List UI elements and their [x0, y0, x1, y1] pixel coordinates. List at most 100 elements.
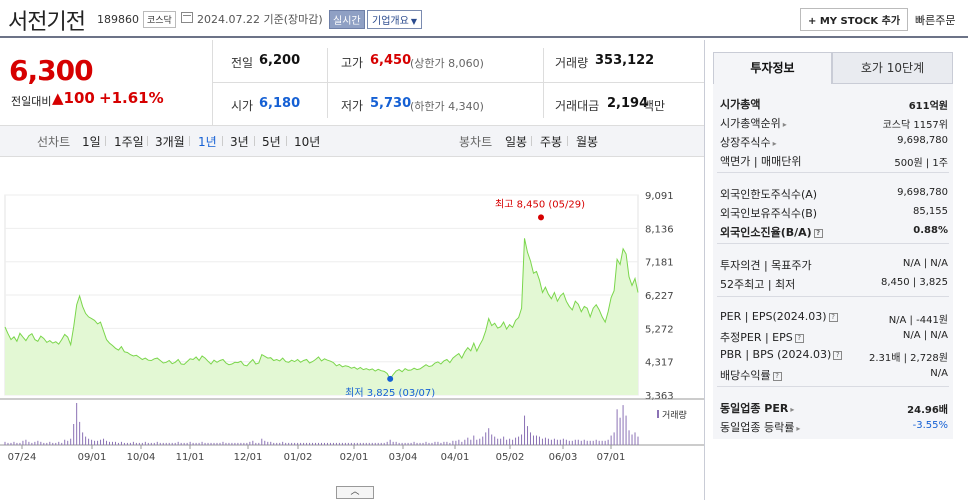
tab-monthly[interactable]: 월봉	[576, 135, 599, 149]
help-icon[interactable]: ?	[813, 228, 823, 238]
high-marker	[538, 214, 544, 221]
y-tick-label: 5,272	[645, 324, 674, 335]
volume-bar	[141, 442, 143, 445]
volume-bar	[171, 442, 173, 445]
volume-bar	[455, 440, 457, 445]
volume-bar	[607, 439, 609, 445]
volume-bar	[580, 440, 582, 445]
tab-separator	[531, 136, 532, 146]
chevron-right-icon[interactable]: ▸	[796, 424, 801, 433]
volume-bar	[297, 442, 299, 445]
volume-bar	[106, 440, 108, 445]
add-mystock-button[interactable]: + MY STOCK 추가	[800, 8, 909, 31]
volume-bar	[55, 442, 57, 445]
tab-weekly[interactable]: 주봉	[540, 135, 563, 149]
tab-1w[interactable]: 1주일	[114, 135, 144, 149]
volume-bar	[132, 441, 134, 445]
info-value: 0.88%	[913, 225, 948, 236]
y-tick-label: 3,363	[645, 391, 674, 402]
volume-bar	[192, 442, 194, 445]
volume-bar	[318, 442, 320, 445]
high-annotation: 최고 8,450 (05/29)	[495, 198, 585, 210]
tab-investment-info[interactable]: 투자정보	[713, 52, 832, 84]
volume-bar	[595, 439, 597, 445]
volume-bar	[521, 434, 523, 445]
info-key: 투자의견 | 목표주가	[720, 257, 812, 273]
collapse-toggle-button[interactable]: ︿	[336, 486, 374, 499]
volume-bar	[156, 441, 158, 445]
tab-5y[interactable]: 5년	[262, 135, 281, 149]
y-tick-label: 7,181	[645, 258, 674, 269]
price-chart[interactable]: 9,091 8,136 7,181 6,227 5,272 4,317 3,363 최고 8…	[0, 160, 704, 486]
help-icon[interactable]: ?	[772, 371, 782, 381]
volume-bar	[204, 442, 206, 445]
volume-bar	[276, 442, 278, 445]
volume-bar	[321, 442, 322, 445]
volume-bar	[10, 442, 12, 445]
volume-bar	[500, 438, 502, 445]
tab-3m[interactable]: 3개월	[155, 135, 185, 149]
help-icon[interactable]: ?	[794, 333, 804, 343]
volume-bar	[103, 438, 105, 445]
y-tick-label: 9,091	[645, 191, 674, 202]
volume-bar	[380, 442, 382, 445]
volume-bar	[565, 439, 567, 445]
volume-bar	[249, 441, 251, 445]
price-area-fill	[5, 238, 638, 395]
company-info-dropdown[interactable]: 기업개요 ▼	[367, 10, 422, 29]
volume-bar	[162, 442, 164, 445]
volume-bar	[25, 439, 27, 445]
volume-bar	[506, 439, 508, 445]
volume-label: 거래량	[555, 56, 589, 70]
info-key-text: 상장주식수	[720, 136, 771, 149]
volume-bar	[473, 435, 475, 445]
realtime-button[interactable]: 실시간	[329, 10, 365, 29]
volume-bar	[410, 442, 412, 445]
tab-daily[interactable]: 일봉	[505, 135, 528, 149]
candle-chart-label: 봉차트	[459, 135, 493, 149]
volume-bar	[449, 442, 451, 445]
up-arrow-icon: ▲	[52, 89, 64, 107]
quick-order-link[interactable]: 빠른주문	[915, 14, 956, 27]
volume-bar	[437, 441, 439, 445]
volume-bar	[79, 421, 81, 445]
info-key: 추정PER | EPS?	[720, 329, 804, 345]
tab-1d[interactable]: 1일	[82, 135, 101, 149]
calendar-icon	[181, 12, 193, 23]
volume-bar	[494, 436, 496, 445]
help-icon[interactable]: ?	[833, 350, 843, 360]
info-value: N/A | -441원	[888, 315, 948, 326]
chevron-right-icon[interactable]: ▸	[790, 405, 795, 414]
tab-10y[interactable]: 10년	[294, 135, 321, 149]
volume-bar	[159, 442, 161, 445]
volume-bar	[282, 441, 284, 445]
line-chart-label: 선차트	[37, 135, 71, 149]
open-label: 시가	[231, 99, 254, 113]
x-tick-label: 05/02	[496, 452, 525, 463]
y-tick-label: 4,317	[645, 358, 674, 369]
stock-name: 서전기전	[8, 10, 86, 35]
tab-separator	[286, 136, 287, 146]
volume-bar	[365, 442, 367, 445]
info-value: 2.31배 | 2,728원	[868, 353, 948, 364]
volume-bar	[43, 442, 45, 445]
amount-value: 2,194	[607, 96, 649, 111]
volume-bar	[252, 440, 254, 445]
tab-1y[interactable]: 1년	[198, 135, 217, 149]
volume-bar	[13, 441, 15, 445]
high-value: 6,450	[370, 53, 412, 68]
help-icon[interactable]: ?	[828, 312, 838, 322]
panel-separator	[717, 243, 949, 244]
volume-bar	[383, 442, 385, 445]
chevron-right-icon[interactable]: ▸	[772, 139, 777, 148]
volume-bar	[303, 442, 305, 445]
volume-bar	[386, 441, 388, 445]
info-key: 상장주식수 ▸	[720, 134, 777, 150]
tab-orderbook-10[interactable]: 호가 10단계	[832, 52, 953, 84]
volume-bar	[604, 440, 606, 445]
volume-bar	[338, 442, 340, 445]
chevron-right-icon[interactable]: ▸	[782, 120, 787, 129]
tab-3y[interactable]: 3년	[230, 135, 249, 149]
panel-separator	[717, 296, 949, 297]
volume-bar	[407, 442, 409, 445]
